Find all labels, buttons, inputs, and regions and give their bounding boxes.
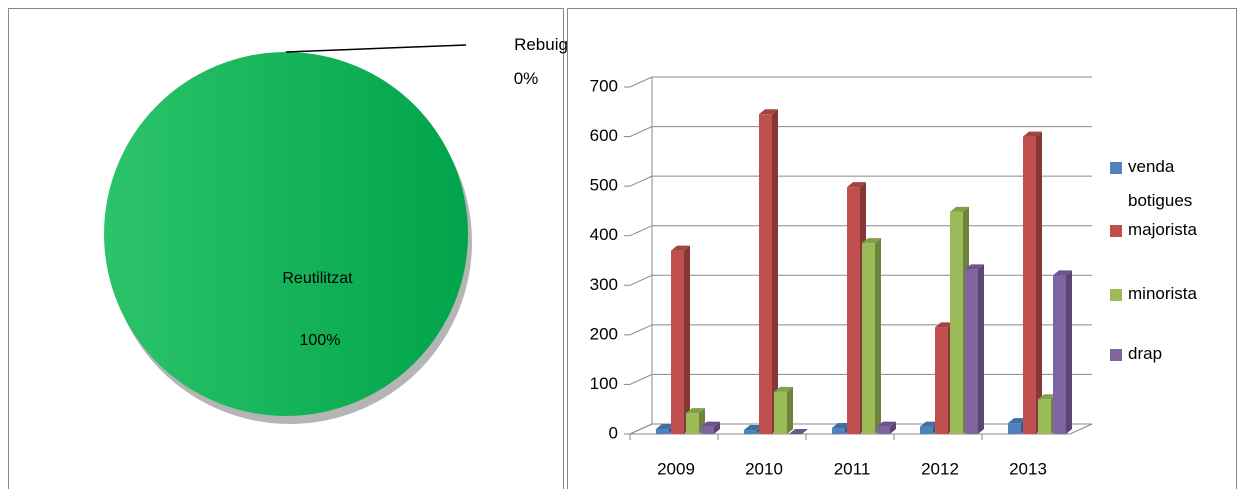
bar-face [1038,399,1051,434]
bar-face [862,238,881,244]
leader-line [285,44,467,53]
bar-face [684,245,690,434]
bar-face [890,421,896,434]
bar-face [714,421,720,434]
bar [671,245,690,434]
y-tick-label: 400 [590,225,618,244]
x-tick-label: 2013 [1009,459,1047,478]
x-tick-label: 2011 [834,459,871,478]
legend-swatch [1110,349,1122,361]
bar-face [1023,131,1042,137]
bar-face [1053,275,1066,434]
bar-face [1008,423,1021,434]
bar [965,264,984,434]
bar-face [744,425,763,431]
legend-label: venda botigues [1128,157,1193,210]
bar-face [950,206,969,212]
bar-face [772,109,778,434]
bar-face [965,269,978,434]
legend-label: minorista [1128,284,1197,303]
x-tick-label: 2010 [745,459,783,478]
bar-face [701,421,720,427]
bar-face [935,327,948,434]
y-tick-label: 300 [590,275,618,294]
pie-label-name: Rebuig [514,35,568,54]
bar-face [759,109,778,115]
grid-line [629,274,1092,286]
pie-label-value: 100% [299,332,341,349]
bar-face [978,264,984,434]
bar-face [847,187,860,434]
grid-line [629,225,1092,237]
bar-face [935,322,954,328]
bar-face [1036,131,1042,435]
bar-face [701,426,714,434]
legend-label: drap [1128,344,1163,363]
y-tick-label: 500 [590,176,618,195]
legend-swatch [1110,289,1122,301]
bar-face [686,413,699,434]
back-wall [629,77,653,435]
bar-face [774,391,787,434]
pie-label-name: Reutilitzat [282,270,353,287]
y-tick-label: 0 [609,423,618,442]
bar-face [875,238,881,434]
bar-face [965,264,984,270]
bar-face [862,243,875,434]
y-tick-label: 100 [590,374,618,393]
bar-face [1053,270,1072,276]
legend-swatch [1110,225,1122,237]
bar-face [787,386,793,434]
grid-line [629,76,1092,88]
pie-label-value: 0% [513,69,539,88]
bar-face [920,426,933,434]
grid-line [629,126,1092,138]
bar-face [832,428,845,434]
x-tick-label: 2012 [921,459,959,478]
bar-face [789,429,808,434]
bar-face [671,245,690,251]
bar-face [1066,270,1072,434]
legend-label: majorista [1128,220,1197,239]
bar-face [686,408,705,414]
bar [1023,131,1042,435]
bar [759,109,778,434]
bar-face [774,386,793,392]
bar-face [877,421,896,427]
bar-face [1038,394,1057,400]
bar-face [847,182,866,188]
bar-face [744,430,757,434]
bar [877,421,896,434]
pie-frame [8,8,564,489]
pie-slice [104,52,468,416]
bar [701,421,720,434]
y-tick-label: 600 [590,126,618,145]
bar-face [671,250,684,434]
bar [1053,270,1072,434]
bar [774,386,793,434]
bar-frame [567,8,1237,489]
bar-face [920,421,939,427]
x-tick-label: 2009 [657,459,695,478]
bar-face [950,211,963,434]
bar [862,238,881,434]
bar [789,429,808,434]
grid-line [629,175,1092,187]
bar-face [656,429,669,434]
legend-swatch [1110,162,1122,174]
bar-face [877,426,890,434]
y-tick-label: 200 [590,324,618,343]
bar-face [1023,136,1036,435]
y-tick-label: 700 [590,76,618,95]
bar-face [832,423,851,429]
bar-face [1008,418,1027,424]
bar-face [656,424,675,430]
bar-face [759,114,772,434]
